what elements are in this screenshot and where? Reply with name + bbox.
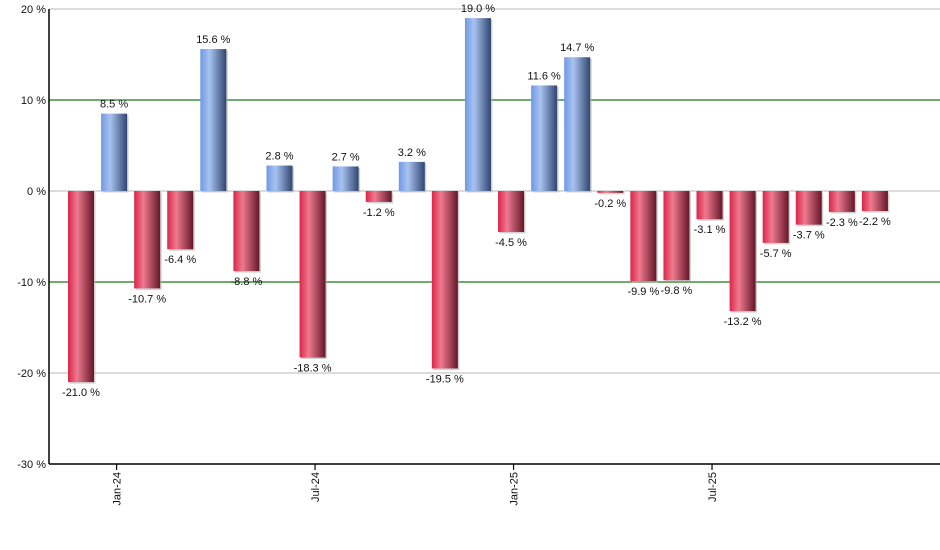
y-tick-label: -20 % [17, 368, 46, 380]
bar-positive [200, 49, 227, 191]
bar-positive [398, 161, 425, 191]
bar-negative [762, 191, 789, 243]
value-label: -19.5 % [426, 373, 464, 385]
bar-negative [729, 191, 756, 312]
bar-negative [365, 191, 392, 202]
value-labels: -21.0 % 8.5 % -10.7 % -6.4 % 15.6 % -8.8 % 2.8… [62, 3, 891, 399]
y-tick-label: 0 % [27, 186, 46, 198]
value-label: -3.1 % [694, 224, 726, 236]
value-label: 14.7 % [560, 42, 594, 54]
x-axis-ticks: Jan-24 Jul-24 Jan-25 Jul-25 [112, 464, 719, 506]
y-axis-ticks: 20 % 10 % 0 % -10 % -20 % -30 % [17, 4, 46, 471]
bar-positive [464, 18, 491, 191]
bar-positive [101, 113, 128, 191]
bar-negative [68, 191, 94, 383]
value-label: -0.2 % [594, 198, 626, 210]
value-label: -21.0 % [62, 387, 100, 399]
axes [48, 9, 940, 465]
value-label: -18.3 % [294, 363, 332, 375]
bar-positive [564, 57, 591, 192]
bar-positive [332, 166, 359, 191]
value-label: -9.8 % [661, 285, 693, 297]
value-label: -6.4 % [164, 254, 196, 266]
value-label: 3.2 % [398, 147, 426, 159]
bar-positive [531, 85, 558, 191]
value-label: -5.7 % [760, 248, 792, 260]
bar-negative [663, 191, 690, 281]
bar-shadow [598, 192, 625, 195]
bar-negative [167, 191, 194, 250]
value-label: -2.2 % [859, 216, 891, 228]
bar-negative [134, 191, 161, 289]
value-label: 15.6 % [196, 34, 230, 46]
y-tick-label: -30 % [17, 459, 46, 471]
value-label: -4.5 % [495, 237, 527, 249]
bar-positive [266, 165, 293, 191]
value-label: -9.9 % [627, 286, 659, 298]
value-label: -13.2 % [724, 316, 762, 328]
value-label: -10.7 % [128, 293, 166, 305]
x-tick-label: Jan-24 [112, 472, 124, 506]
y-tick-label: -10 % [17, 277, 46, 289]
value-label: -8.8 % [231, 276, 263, 288]
x-tick-label: Jul-24 [310, 472, 322, 502]
bar-negative [795, 191, 822, 225]
bars [68, 18, 890, 384]
bar-negative [498, 191, 525, 232]
gridlines [49, 8, 940, 374]
bar-negative [630, 191, 657, 282]
y-tick-label: 20 % [21, 4, 46, 16]
bar-negative [233, 191, 260, 272]
value-label: 2.7 % [332, 151, 360, 163]
bar-negative [597, 191, 624, 193]
value-label: -2.3 % [826, 217, 858, 229]
value-label: -3.7 % [793, 230, 825, 242]
value-label: 19.0 % [461, 3, 495, 15]
value-label: -1.2 % [363, 207, 395, 219]
bar-negative [696, 191, 723, 220]
bar-negative [861, 191, 888, 212]
value-label: 2.8 % [265, 151, 293, 163]
x-tick-label: Jul-25 [707, 472, 719, 502]
value-label: 11.6 % [527, 70, 561, 82]
bar-negative [828, 191, 855, 212]
bar-negative [431, 191, 458, 369]
bar-negative [299, 191, 326, 358]
y-tick-label: 10 % [21, 95, 46, 107]
x-tick-label: Jan-25 [509, 472, 521, 506]
value-label: 8.5 % [100, 99, 128, 111]
